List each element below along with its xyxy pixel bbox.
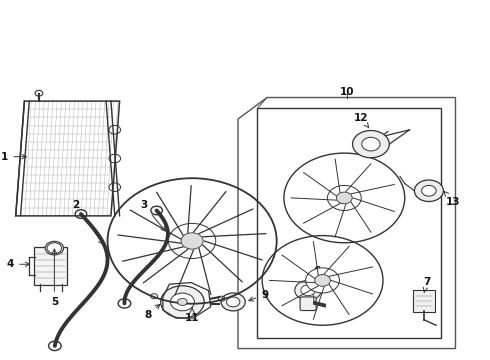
Circle shape	[362, 137, 380, 151]
Text: 6: 6	[313, 266, 320, 275]
Text: 10: 10	[340, 87, 354, 97]
Text: 2: 2	[73, 200, 103, 244]
Text: 13: 13	[444, 192, 460, 207]
Circle shape	[226, 297, 240, 307]
Circle shape	[49, 341, 61, 351]
Text: 9: 9	[249, 290, 268, 301]
Circle shape	[109, 154, 121, 163]
FancyBboxPatch shape	[34, 247, 68, 285]
FancyBboxPatch shape	[414, 291, 435, 312]
Circle shape	[75, 210, 87, 219]
Circle shape	[315, 275, 330, 286]
Circle shape	[306, 268, 340, 293]
Text: 1: 1	[1, 152, 26, 162]
Text: 12: 12	[354, 113, 369, 128]
Circle shape	[45, 241, 64, 255]
Text: 5: 5	[51, 249, 58, 307]
Circle shape	[35, 90, 43, 96]
Text: 11: 11	[185, 307, 199, 323]
Circle shape	[327, 185, 361, 211]
Circle shape	[178, 298, 187, 306]
Circle shape	[422, 185, 436, 196]
Circle shape	[151, 206, 162, 215]
Circle shape	[109, 126, 121, 134]
Circle shape	[118, 299, 131, 308]
Circle shape	[47, 243, 62, 253]
Circle shape	[295, 280, 321, 300]
Text: 8: 8	[144, 305, 160, 320]
Circle shape	[337, 192, 352, 204]
Text: 4: 4	[7, 259, 30, 269]
Circle shape	[352, 131, 389, 158]
Circle shape	[169, 224, 216, 258]
Circle shape	[171, 293, 195, 311]
FancyBboxPatch shape	[300, 297, 316, 311]
Circle shape	[221, 293, 245, 311]
Circle shape	[415, 180, 443, 202]
Text: 3: 3	[140, 200, 166, 231]
Text: 7: 7	[423, 277, 430, 293]
Circle shape	[109, 183, 121, 192]
Circle shape	[301, 285, 316, 296]
Circle shape	[161, 286, 204, 318]
Circle shape	[181, 233, 203, 249]
